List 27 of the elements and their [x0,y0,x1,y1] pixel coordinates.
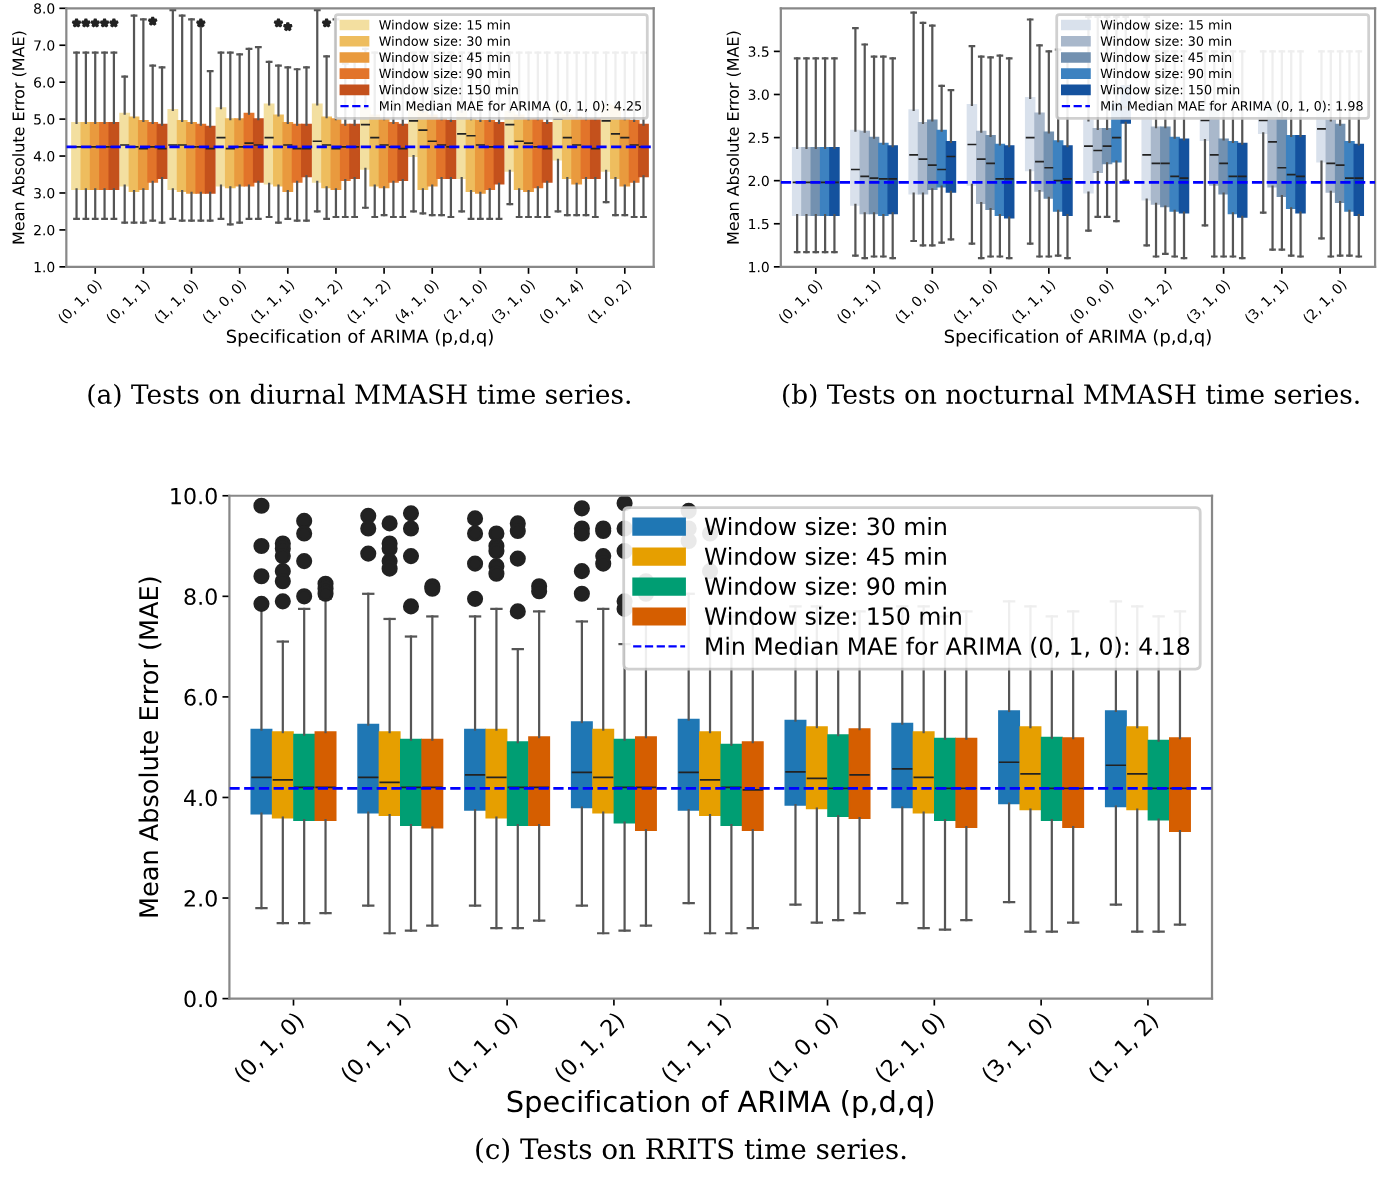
legend-label: Min Median MAE for ARIMA (0, 1, 0): 4.18 [706,636,1190,658]
y-axis-title: Mean Absolute Error (MAE) [138,577,162,917]
x-axis-title: Specification of ARIMA (p,d,q) [507,1089,934,1118]
x-tick-label: (3, 1, 0) [980,1011,1054,1085]
text: (c) Tests on RRITS time series. [476,1137,906,1164]
x-tick-label: (0, 1, 1) [339,1011,413,1085]
x-axis-title: Specification of ARIMA (p,d,q) [944,329,1211,347]
legend-label: Window size: 30 min [704,517,946,536]
legend-label: Window size: 45 min [704,546,946,566]
x-tick-label: (1, 0, 0) [766,1011,841,1085]
x-axis-title: Specification of ARIMA (p,d,q) [226,329,493,347]
y-tick-label: 8.0 [184,588,217,606]
x-tick-label: (1, 1, 1) [659,1011,734,1085]
text: (b) Tests on nocturnal MMASH time series. [783,383,1359,408]
legend-label: Window size: 150 min [704,606,961,626]
x-tick-label: (2, 1, 0) [873,1011,947,1085]
y-tick-label: 0.0 [184,990,217,1008]
legend-label: Window size: 90 min [704,576,946,596]
y-tick-label: 2.0 [184,889,217,907]
y-tick-label: 6.0 [184,688,217,706]
x-tick-label: (0, 1, 0) [232,1011,307,1085]
text: (a) Tests on diurnal MMASH time series. [88,383,630,408]
y-tick-label: 10.0 [171,487,217,505]
x-tick-label: (1, 1, 2) [1087,1011,1161,1085]
x-tick-label: (0, 1, 2) [553,1011,627,1085]
y-tick-label: 4.0 [184,789,217,807]
x-tick-label: (1, 1, 0) [446,1011,520,1085]
